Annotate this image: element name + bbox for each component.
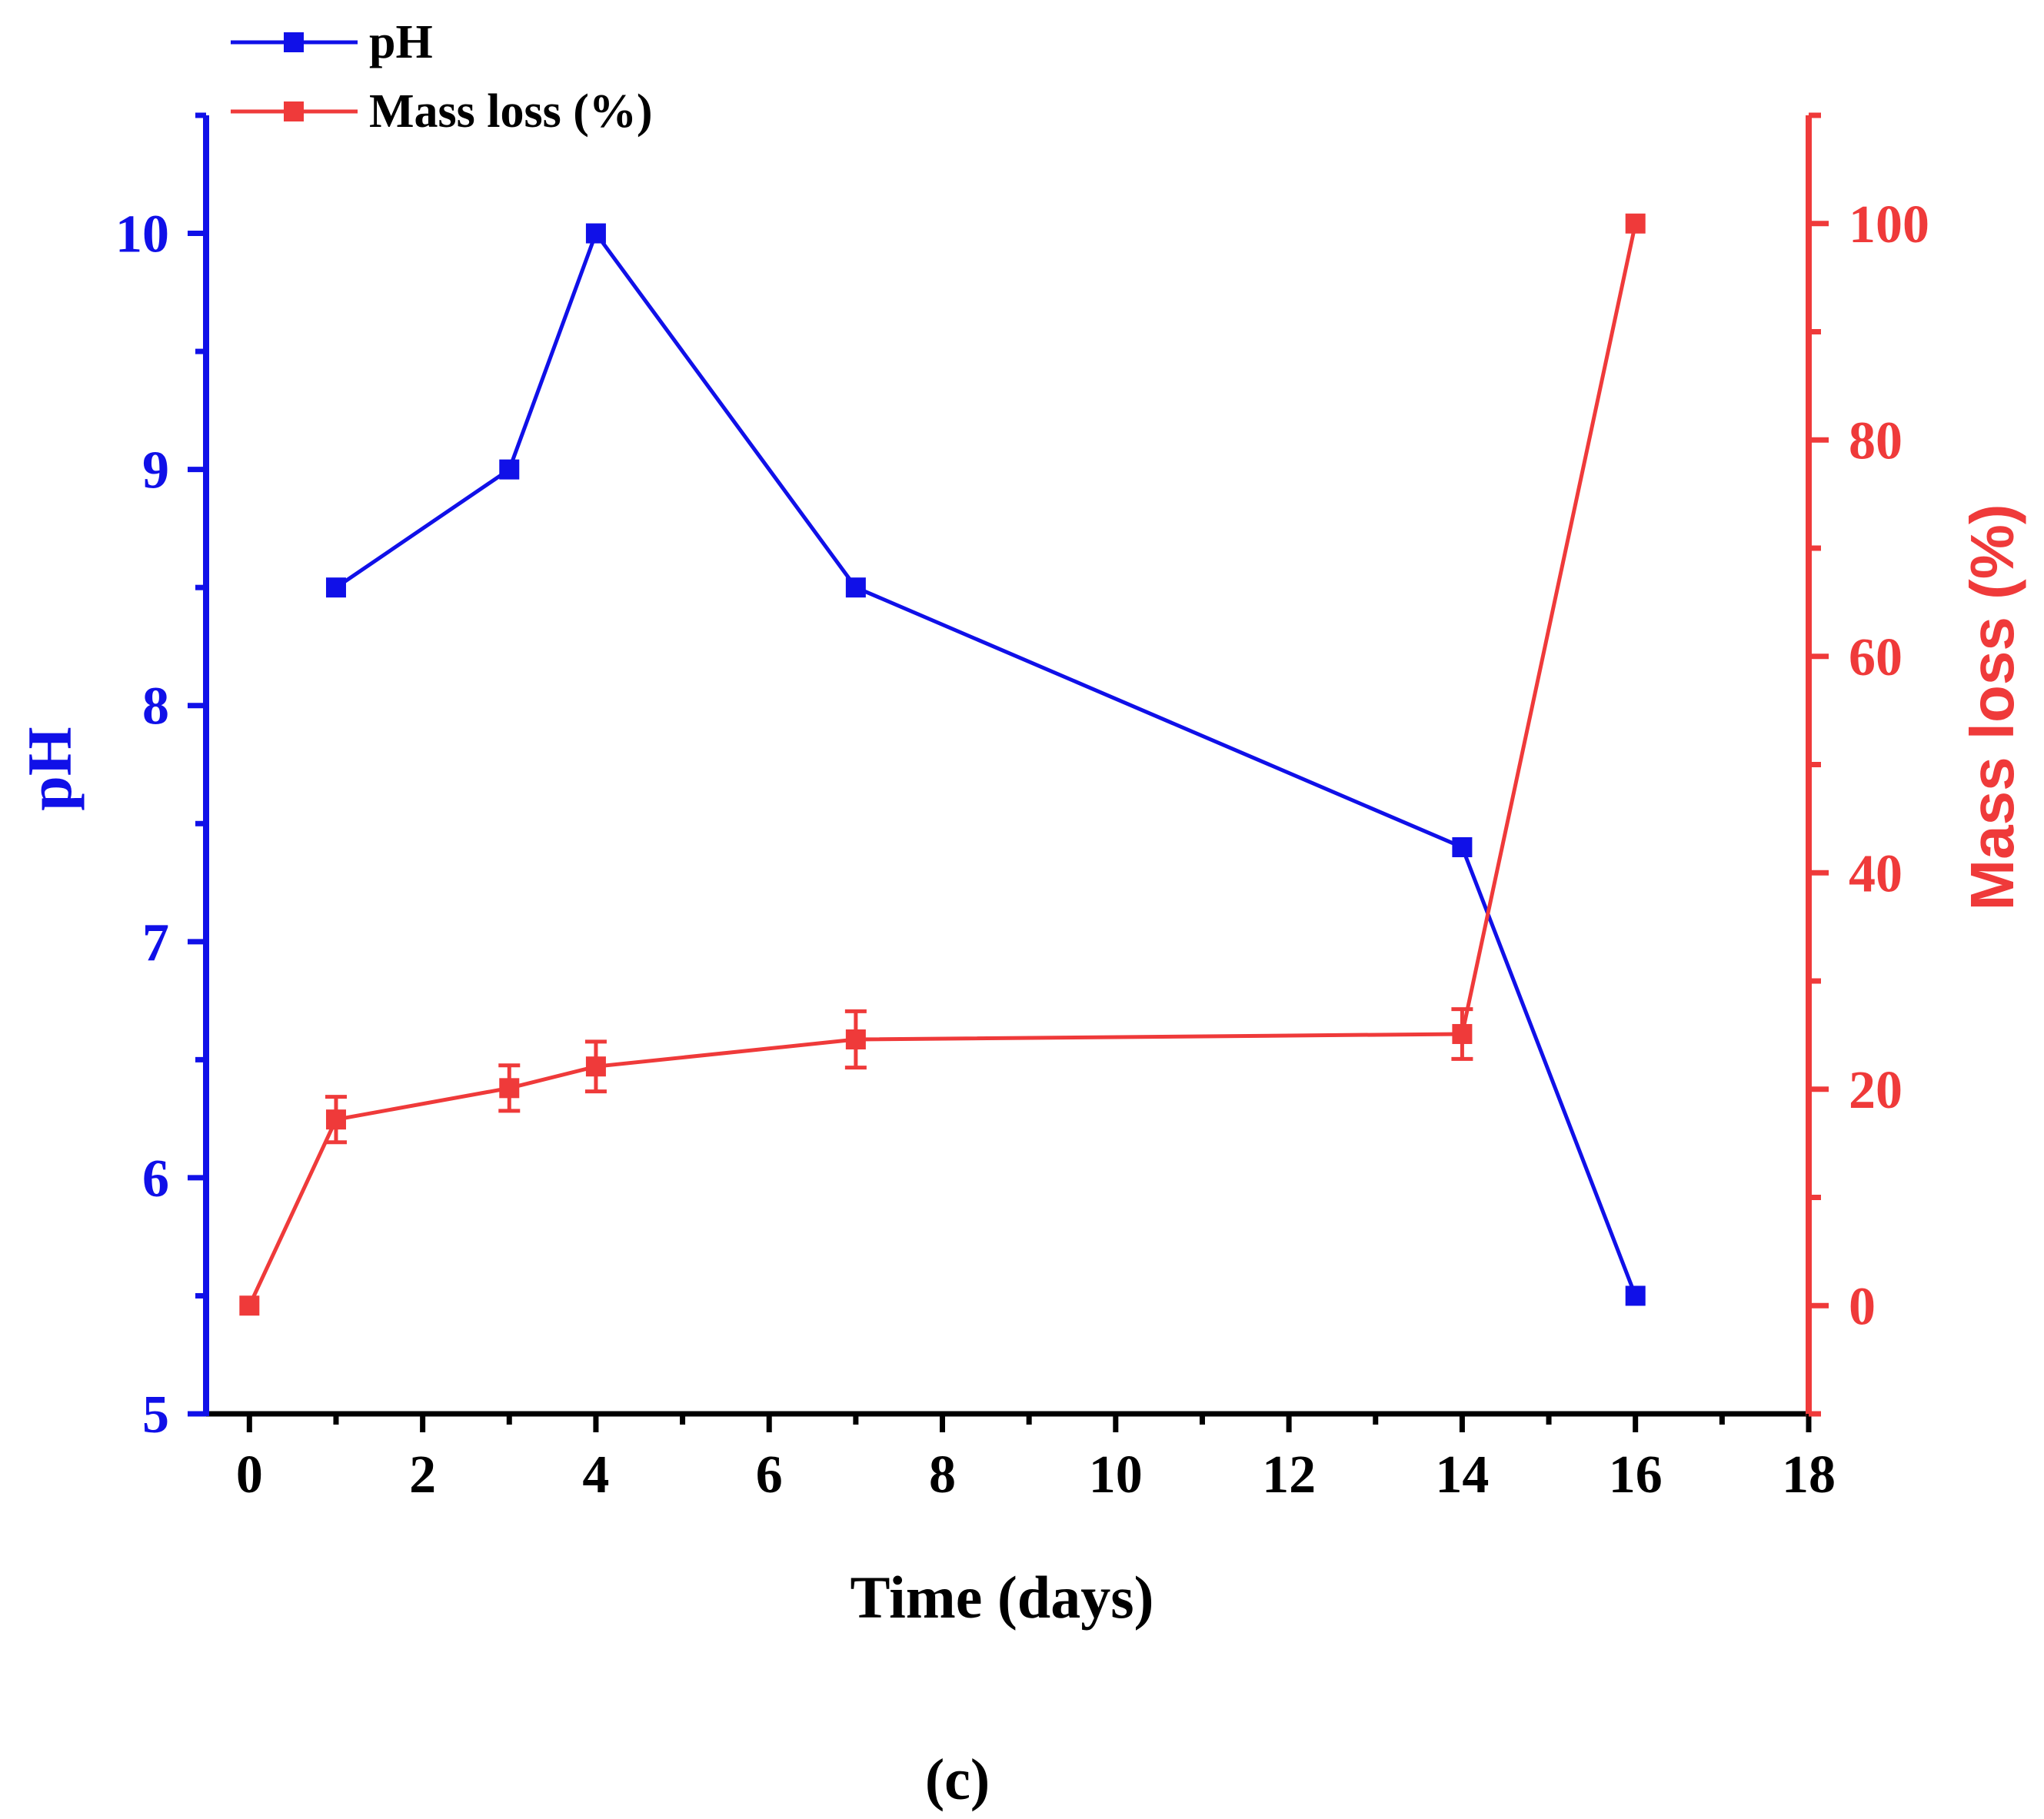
data-point-mass-loss	[1452, 1023, 1473, 1044]
x-tick-label: 8	[929, 1445, 956, 1505]
y-left-tick-label: 9	[142, 441, 169, 500]
y-left-tick-label: 6	[142, 1149, 169, 1209]
legend-mass-loss-label: Mass loss (%)	[369, 85, 653, 138]
y-right-tick-label: 0	[1849, 1277, 1876, 1336]
x-tick-label: 12	[1262, 1445, 1316, 1505]
data-point-mass-loss	[499, 1078, 520, 1099]
y-left-tick-label: 10	[115, 205, 169, 264]
data-point-ph	[1625, 1285, 1646, 1306]
data-point-ph	[845, 577, 866, 598]
y-right-tick-label: 80	[1849, 411, 1903, 471]
data-point-mass-loss	[1625, 213, 1646, 234]
y-left-tick-label: 8	[142, 677, 169, 737]
x-tick-label: 14	[1435, 1445, 1489, 1505]
legend: pH Mass loss (%)	[231, 16, 653, 138]
x-tick-label: 2	[409, 1445, 436, 1505]
x-axis-title: Time (days)	[850, 1564, 1153, 1631]
y-right-tick-label: 100	[1849, 195, 1929, 254]
y-right-axis-title: Mass loss (%)	[1958, 504, 2026, 910]
series-line-ph	[335, 231, 1638, 1297]
y-left-tick-label: 5	[142, 1385, 169, 1445]
legend-mass-loss-marker	[284, 101, 304, 121]
y-right-tick-label: 40	[1849, 844, 1903, 903]
data-point-ph	[1452, 836, 1473, 857]
data-point-mass-loss	[845, 1029, 866, 1050]
y-left-tick-label: 7	[142, 913, 169, 973]
x-tick-label: 16	[1609, 1445, 1663, 1505]
x-tick-label: 10	[1089, 1445, 1143, 1505]
data-point-mass-loss	[325, 1109, 346, 1130]
legend-ph-marker	[284, 32, 304, 52]
y-right-tick-label: 20	[1849, 1061, 1903, 1120]
data-point-ph	[499, 459, 520, 480]
series-line-mass-loss	[248, 223, 1638, 1307]
data-point-ph	[585, 223, 606, 244]
legend-ph-label: pH	[369, 16, 433, 68]
y-right-tick-label: 60	[1849, 628, 1903, 687]
x-tick-label: 0	[236, 1445, 263, 1505]
data-point-mass-loss	[239, 1295, 260, 1316]
x-tick-label: 18	[1782, 1445, 1836, 1505]
data-point-mass-loss	[585, 1056, 606, 1077]
data-point-ph	[325, 577, 346, 598]
series-layer	[239, 213, 1646, 1316]
x-tick-label: 4	[582, 1445, 609, 1505]
x-tick-label: 6	[756, 1445, 783, 1505]
y-left-axis-title: pH	[15, 727, 85, 810]
figure-caption: (c)	[925, 1748, 990, 1812]
